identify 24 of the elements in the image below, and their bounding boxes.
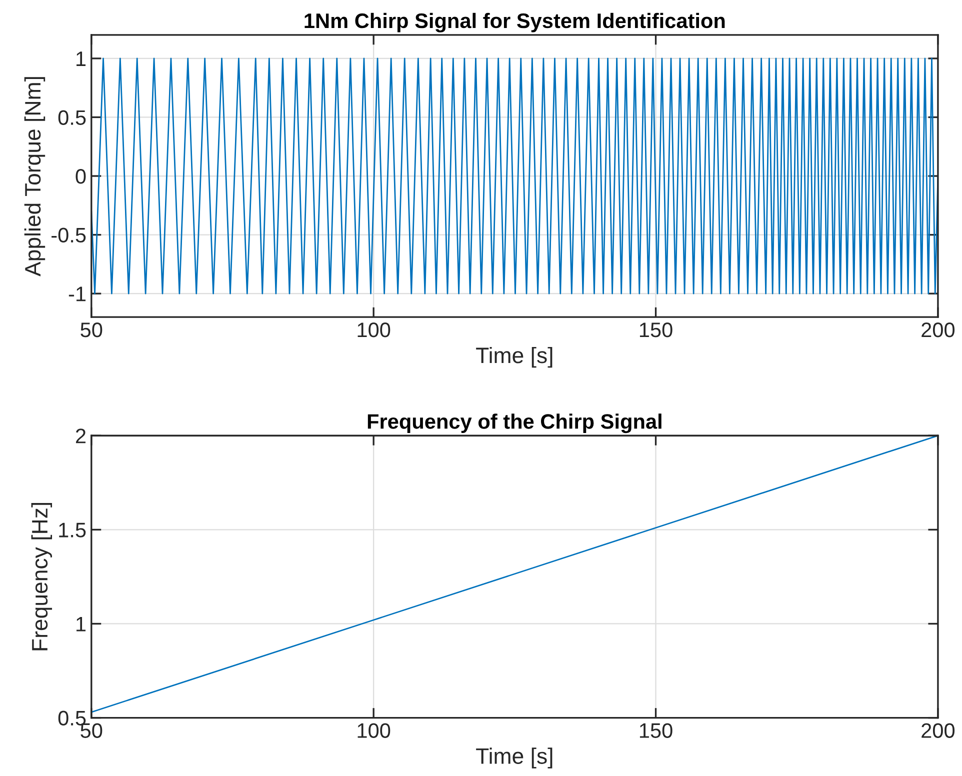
x-tick-label: 50 — [80, 322, 102, 338]
y-tick-label: 0.5 — [58, 110, 86, 125]
y-tick-label: 1 — [76, 616, 86, 632]
x-tick-label: 200 — [922, 322, 955, 338]
x-axis-title: Time [s] — [476, 748, 552, 768]
x-tick-label: 100 — [358, 723, 390, 738]
y-tick-label: 1.5 — [59, 522, 86, 538]
x-tick-label: 100 — [358, 322, 390, 338]
x-tick-label: 150 — [640, 723, 672, 738]
y-tick-label: 1 — [76, 52, 86, 66]
y-tick-label: -0.5 — [52, 228, 86, 243]
x-tick-label: 150 — [640, 322, 672, 338]
y-tick-label: 0 — [76, 169, 86, 184]
y-tick-label: -1 — [68, 286, 86, 302]
x-axis-title: Time [s] — [476, 346, 552, 368]
x-tick-label: 200 — [922, 723, 955, 738]
y-axis-title: Frequency [Hz] — [31, 502, 52, 650]
y-tick-label: 2 — [76, 428, 86, 444]
line-series — [91, 58, 938, 294]
y-axis-title: Applied Torque [Nm] — [24, 77, 46, 276]
y-tick-label: 0.5 — [58, 710, 86, 726]
chart-title: 1Nm Chirp Signal for System Identification — [304, 12, 725, 32]
chart-title: Frequency of the Chirp Signal — [368, 414, 662, 434]
x-tick-label: 50 — [80, 723, 102, 738]
